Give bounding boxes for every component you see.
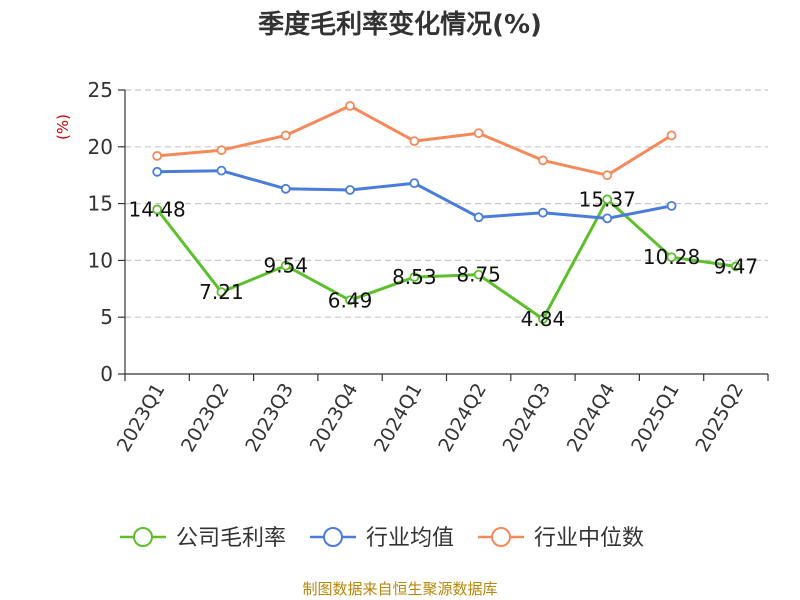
x-tick-label: 2024Q4 — [563, 380, 620, 456]
data-point — [666, 252, 677, 263]
data-label: 6.49 — [328, 288, 373, 312]
data-point — [473, 269, 484, 280]
data-point — [280, 130, 291, 141]
x-tick-label: 2025Q1 — [627, 380, 684, 456]
data-point — [538, 314, 548, 324]
data-point — [152, 204, 163, 215]
x-tick-label: 2024Q3 — [499, 380, 556, 456]
y-tick-label: 25 — [88, 78, 113, 102]
chart-title: 季度毛利率变化情况(%) — [258, 10, 542, 40]
x-tick-label: 2024Q2 — [434, 380, 491, 456]
data-point — [345, 185, 355, 195]
data-label: 8.53 — [392, 265, 437, 289]
data-point — [216, 165, 227, 176]
data-point — [538, 155, 548, 166]
data-point — [280, 260, 291, 271]
y-tick-label: 5 — [100, 305, 113, 329]
data-point — [216, 287, 227, 297]
data-point — [409, 178, 420, 189]
source-note: 制图数据来自恒生聚源数据库 — [302, 580, 498, 598]
data-label: 4.84 — [521, 307, 566, 331]
data-label: 15.37 — [579, 187, 636, 211]
series-line — [156, 197, 737, 321]
y-axis-unit: (%) — [54, 114, 72, 140]
x-tick-label: 2023Q3 — [241, 380, 298, 456]
grid-lines — [125, 89, 768, 318]
y-tick-label: 0 — [100, 362, 113, 386]
data-point — [345, 101, 355, 111]
data-point — [152, 166, 163, 177]
data-label: 9.47 — [714, 254, 759, 278]
data-point — [666, 200, 677, 211]
x-tick-label: 2023Q1 — [113, 380, 170, 456]
x-tick-label: 2025Q2 — [691, 380, 748, 456]
legend: 公司毛利率 行业均值 行业中位数 — [120, 526, 644, 551]
data-label: 14.48 — [129, 198, 186, 222]
data-point — [602, 194, 613, 205]
y-tick-label: 20 — [88, 135, 113, 159]
data-label: 10.28 — [643, 245, 700, 269]
series-lines — [152, 101, 741, 324]
data-point — [602, 213, 613, 224]
data-point — [345, 295, 355, 306]
legend-label: 行业中位数 — [534, 526, 644, 551]
legend-marker — [133, 527, 153, 547]
data-label: 8.75 — [456, 263, 501, 287]
x-tick-label: 2023Q2 — [177, 380, 234, 456]
data-label: 9.54 — [263, 254, 308, 278]
data-point — [409, 136, 420, 147]
x-tick-label: 2023Q4 — [306, 380, 363, 456]
data-point — [473, 212, 484, 223]
data-label: 7.21 — [199, 280, 244, 304]
x-tick-label: 2024Q1 — [370, 380, 427, 456]
data-point — [216, 145, 227, 156]
data-point — [473, 128, 484, 139]
y-tick-label: 10 — [88, 248, 113, 272]
data-point — [666, 130, 677, 141]
data-point — [602, 170, 613, 181]
data-point — [280, 183, 291, 194]
legend-marker — [323, 527, 344, 547]
data-point — [409, 272, 420, 282]
legend-label: 公司毛利率 — [176, 526, 286, 551]
data-point — [538, 207, 548, 218]
data-point — [730, 261, 741, 272]
legend-marker — [491, 527, 512, 547]
data-point — [152, 150, 163, 161]
y-tick-label: 15 — [88, 192, 113, 216]
legend-label: 行业均值 — [366, 526, 454, 551]
data-labels: 14.48 7.21 9.54 6.49 8.53 8.75 4.84 15.37 10.28 9… — [129, 187, 759, 331]
